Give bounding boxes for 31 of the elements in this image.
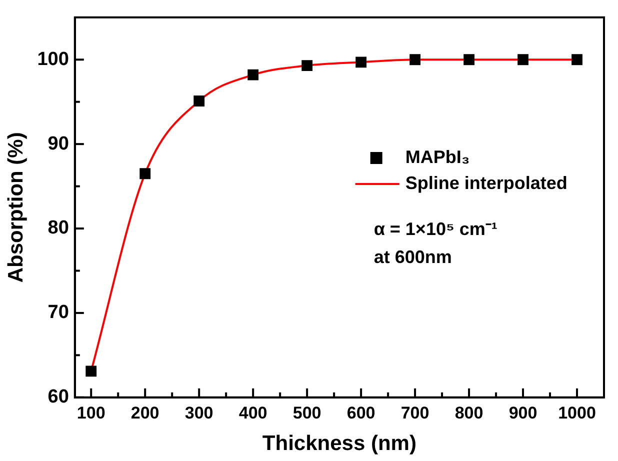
x-tick-label: 600 [346,403,376,422]
x-tick-label: 200 [130,403,160,422]
point [356,56,366,68]
x-tick-label: 500 [292,403,322,422]
point [194,96,205,106]
legend-label: Spline interpolated [405,172,568,193]
y-tick-label: 70 [48,302,69,324]
x-tick-label: 300 [184,403,214,422]
point [248,69,259,80]
y-tick-label: 90 [48,133,69,154]
y-tick-label: 80 [48,218,69,239]
annotation: α = 1×10⁵ cm⁻¹ [374,219,498,240]
x-tick-label: 1000 [558,403,596,422]
x-tick-label: 700 [400,403,430,422]
point [302,60,313,71]
point [572,54,582,66]
point [464,54,474,66]
x-tick-label: 800 [454,403,484,422]
annotation: at 600nm [374,247,452,268]
x-axis-title: Thickness (nm) [262,432,416,456]
point [140,168,151,180]
y-tick-label: 60 [48,386,69,408]
x-tick-label: 900 [508,403,538,422]
x-tick-label: 400 [238,403,268,422]
point [518,54,528,66]
y-axis-title: Absorption (%) [4,132,28,283]
point [86,366,97,377]
legend-label: MAPbI₃ [405,146,470,167]
x-tick-label: 100 [76,403,106,422]
point [410,54,420,66]
y-tick-label: 100 [37,48,69,70]
